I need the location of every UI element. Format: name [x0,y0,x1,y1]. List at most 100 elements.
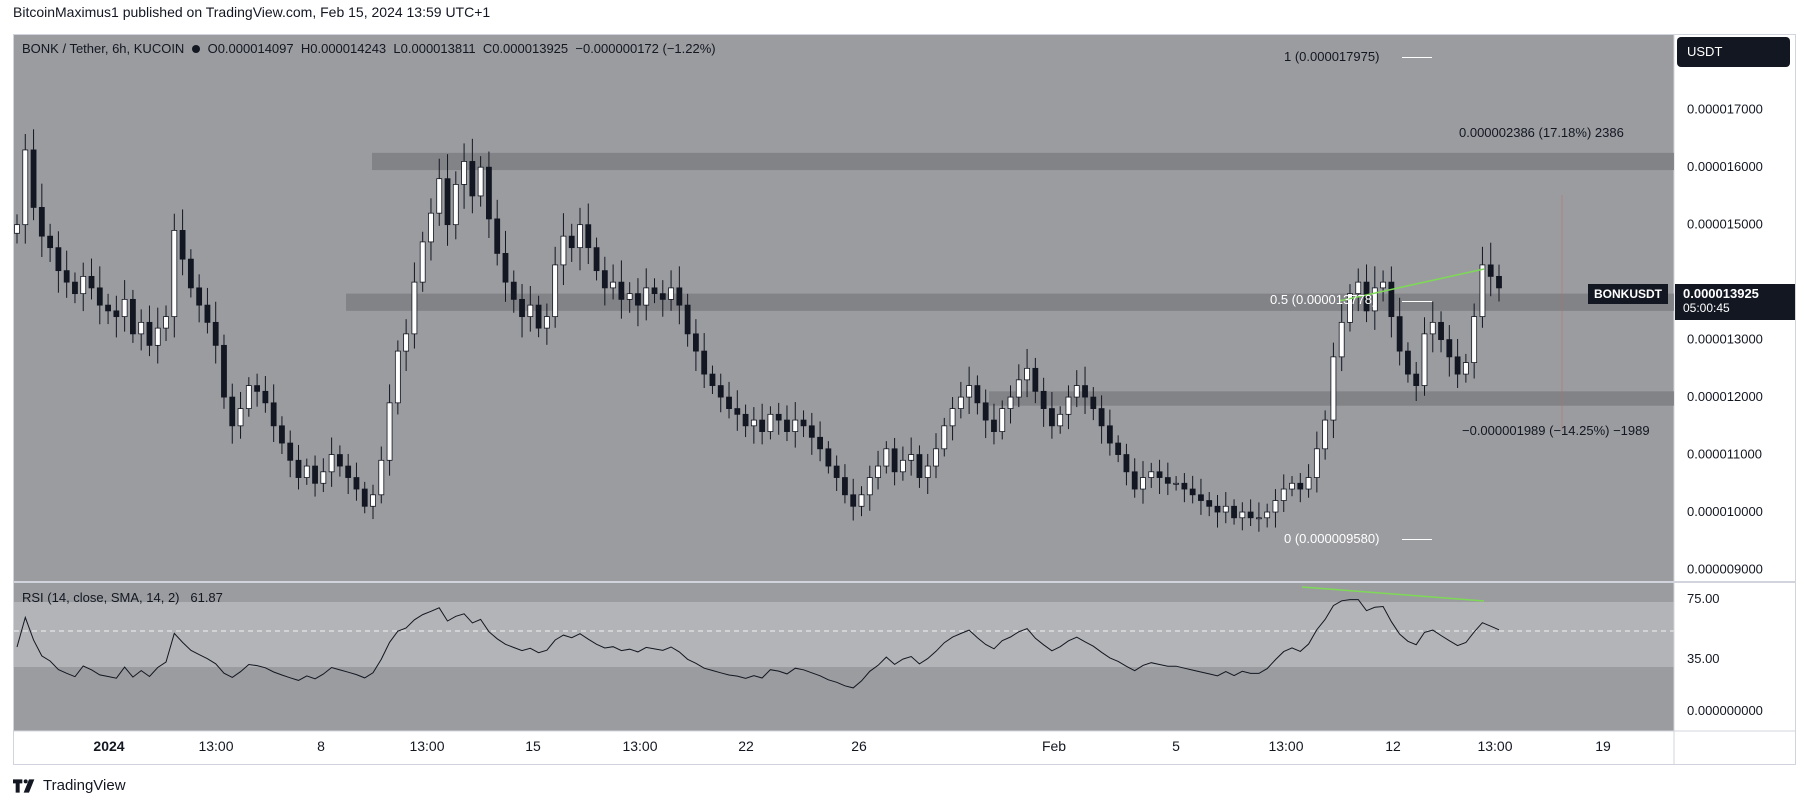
candle-body[interactable] [411,281,418,335]
candle-body[interactable] [1206,500,1213,507]
candle-body[interactable] [353,477,360,490]
candle-body[interactable] [1222,505,1229,513]
candle-body[interactable] [924,465,931,478]
candle-body[interactable] [1280,488,1287,501]
candle-body[interactable] [1082,385,1088,398]
candle-body[interactable] [858,494,865,507]
sr-zone[interactable] [346,293,1674,311]
candle-body[interactable] [179,230,186,260]
candle-body[interactable] [171,230,178,318]
candle-body[interactable] [1380,281,1386,289]
candle-body[interactable] [262,390,269,404]
candle-body[interactable] [1049,408,1055,427]
candle-body[interactable] [568,235,575,249]
candle-body[interactable] [701,350,708,375]
candle-body[interactable] [726,396,732,409]
candle-body[interactable] [1198,494,1204,501]
candle-body[interactable] [825,448,832,467]
candle-body[interactable] [643,287,650,306]
candle-body[interactable] [22,149,29,226]
sr-zone[interactable] [372,152,1674,171]
candle-body[interactable] [295,459,302,478]
candle-body[interactable] [1487,264,1494,277]
candle-body[interactable] [593,247,600,272]
candle-body[interactable] [320,471,327,484]
candle-body[interactable] [14,224,20,234]
candle-body[interactable] [966,385,973,398]
candle-body[interactable] [328,454,335,473]
candle-body[interactable] [1015,379,1022,398]
candle-body[interactable] [1231,505,1237,519]
candle-body[interactable] [933,448,939,467]
candle-body[interactable] [494,218,501,254]
candle-body[interactable] [875,465,881,478]
measure-label-down[interactable]: −0.000001989 (−14.25%) −1989 [1462,423,1650,438]
candle-body[interactable] [1156,471,1163,478]
measure-label-up[interactable]: 0.000002386 (17.18%) 2386 [1459,125,1624,140]
candle-body[interactable] [1446,339,1453,358]
candle-body[interactable] [1371,287,1378,312]
candle-body[interactable] [469,161,476,197]
candle-body[interactable] [759,419,766,432]
candle-body[interactable] [1438,321,1444,341]
candle-body[interactable] [1322,419,1329,450]
candle-body[interactable] [999,408,1006,432]
fib-label-05[interactable]: 0.5 (0.000013778) [1270,292,1377,307]
candle-body[interactable] [80,275,87,295]
candle-body[interactable] [452,184,459,226]
candle-body[interactable] [30,149,37,208]
candle-body[interactable] [1057,413,1064,427]
candle-body[interactable] [1148,471,1155,478]
candle-body[interactable] [1355,281,1362,295]
chart-frame[interactable]: 0.000017000 0.000016000 0.000015000 0.00001… [13,34,1796,765]
candle-body[interactable] [121,298,128,318]
candle-body[interactable] [1338,321,1345,358]
candle-body[interactable] [1247,511,1254,519]
rsi-divergence-line[interactable] [1301,586,1485,602]
candle-body[interactable] [659,293,666,300]
candle-body[interactable] [502,252,509,283]
candle-body[interactable] [1173,482,1180,485]
candle-body[interactable] [651,287,658,295]
candle-body[interactable] [386,402,393,461]
candle-body[interactable] [510,281,517,300]
candle-body[interactable] [187,258,194,289]
candle-body[interactable] [378,459,385,496]
chart-canvas[interactable]: 0.000017000 0.000016000 0.000015000 0.00001… [14,35,1795,764]
candle-body[interactable] [428,212,434,243]
candle-body[interactable] [237,408,244,427]
candle-body[interactable] [1479,264,1486,318]
candle-body[interactable] [742,413,749,427]
candle-body[interactable] [949,408,956,427]
candle-body[interactable] [221,344,227,398]
candle-body[interactable] [1024,367,1030,381]
candle-body[interactable] [842,477,848,496]
candle-body[interactable] [1297,482,1304,490]
candle-body[interactable] [833,465,840,478]
candle-body[interactable] [974,385,981,404]
candle-body[interactable] [552,264,559,318]
candle-body[interactable] [717,385,724,398]
candle-body[interactable] [1181,482,1188,490]
candle-body[interactable] [800,419,807,427]
candle-body[interactable] [1305,477,1312,490]
candle-body[interactable] [916,454,923,478]
candle-body[interactable] [1429,321,1436,335]
candle-body[interactable] [1347,293,1353,323]
candle-body[interactable] [1289,482,1295,490]
candle-body[interactable] [982,402,989,421]
candle-body[interactable] [734,408,741,415]
candle-body[interactable] [1496,275,1502,289]
candle-body[interactable] [461,161,467,185]
candle-body[interactable] [1421,333,1428,386]
rsi-legend[interactable]: RSI (14, close, SMA, 14, 2) 61.87 [22,590,223,605]
candle-body[interactable] [72,281,78,295]
candle-body[interactable] [991,419,997,432]
candle-body[interactable] [229,396,236,427]
candle-body[interactable] [635,293,641,306]
candle-body[interactable] [303,465,310,478]
candle-body[interactable] [312,465,318,484]
candle-body[interactable] [1090,396,1097,409]
candle-body[interactable] [1396,316,1403,352]
candle-body[interactable] [212,321,219,346]
